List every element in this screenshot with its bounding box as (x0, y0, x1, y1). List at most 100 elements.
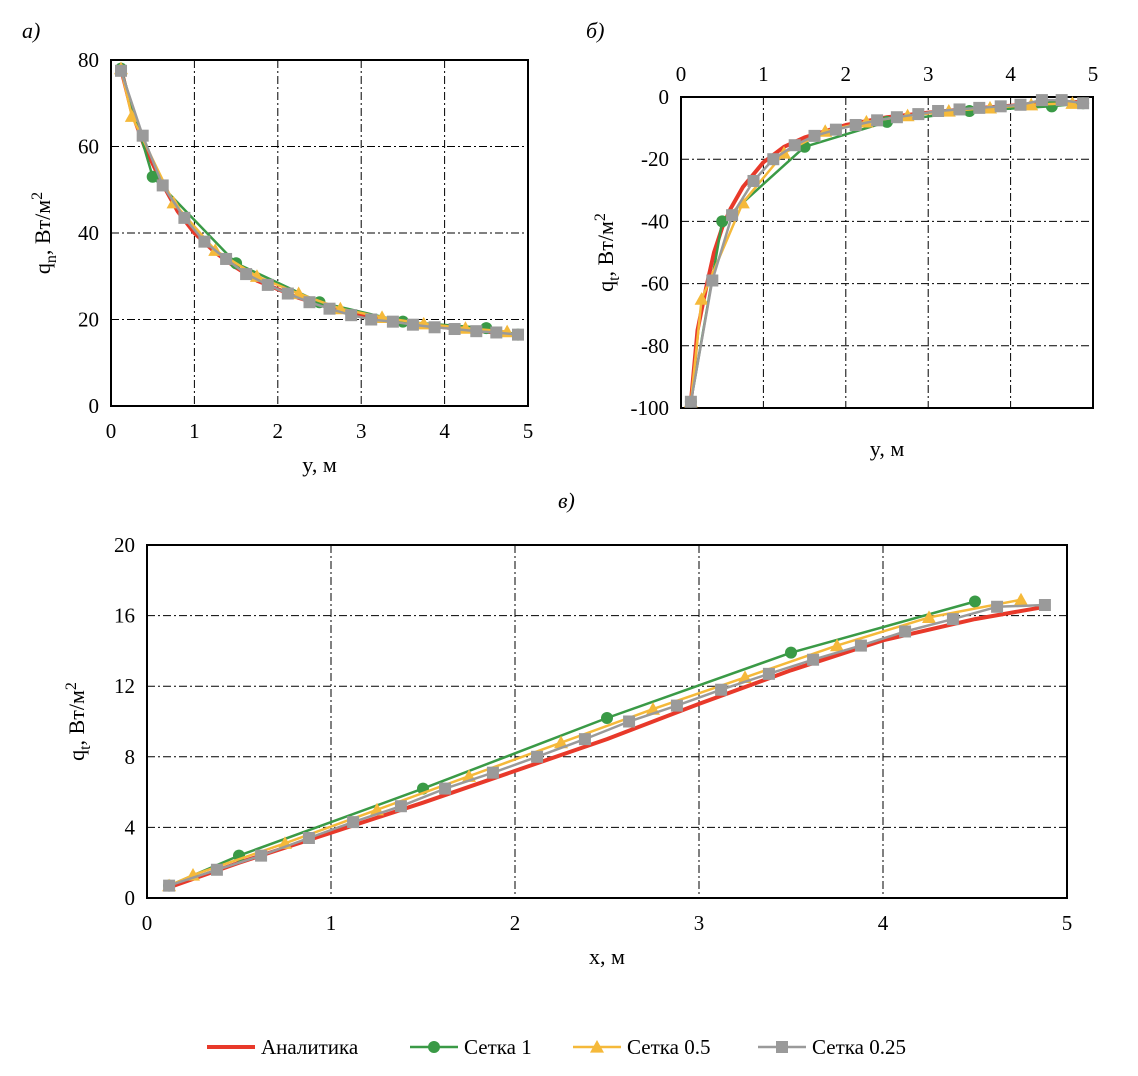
plot-area-frame (680, 96, 1094, 409)
data-point-сетка-0-25 (281, 287, 294, 300)
data-point-сетка-0-5 (1014, 592, 1028, 606)
data-point-сетка-0-25 (428, 321, 441, 334)
series-line-аналитика (167, 604, 1047, 890)
plot-area-frame (146, 544, 1068, 899)
series-line-сетка-0-5 (119, 67, 509, 333)
data-point-сетка-0-25 (953, 103, 966, 116)
x-tick-label: 3 (923, 62, 934, 86)
series-аналитика (167, 604, 1047, 890)
y-tick-label: 0 (659, 85, 670, 109)
data-point-сетка-0-25 (406, 318, 419, 331)
series-line-сетка-0-25 (119, 69, 520, 336)
data-point-сетка-0-25 (829, 123, 842, 136)
data-point-сетка-0-25 (220, 252, 233, 265)
legend-label: Аналитика (261, 1035, 359, 1059)
data-point-сетка-0-25 (470, 325, 483, 338)
data-point-сетка-1 (601, 711, 613, 724)
data-point-сетка-0-25 (394, 800, 407, 813)
data-point-сетка-0-5 (554, 735, 568, 749)
y-axis-title: qt, Вт/м2 (63, 682, 94, 761)
gridlines (147, 545, 1067, 898)
data-point-сетка-0-25 (178, 211, 191, 224)
series-сетка-0-25 (115, 64, 524, 341)
data-point-сетка-0-25 (345, 309, 358, 322)
data-point-сетка-0-25 (198, 235, 211, 248)
data-point-сетка-0-5 (830, 638, 844, 652)
data-point-сетка-0-25 (347, 816, 360, 829)
x-tick-label: 5 (1088, 62, 1099, 86)
legend-entry-сетка-1: Сетка 1 (410, 1035, 532, 1059)
data-point-сетка-0-25 (323, 302, 336, 315)
y-tick-label: 80 (78, 48, 99, 72)
x-tick-label: 5 (1062, 911, 1073, 935)
data-point-сетка-0-25 (890, 111, 903, 124)
panel-label: б) (586, 18, 604, 43)
data-point-сетка-0-25 (973, 101, 986, 114)
x-tick-label: 3 (694, 911, 705, 935)
data-point-сетка-0-25 (486, 766, 499, 779)
data-point-сетка-1 (969, 595, 981, 608)
legend-swatch-marker (428, 1041, 440, 1053)
y-tick-label: -40 (641, 209, 669, 233)
data-point-сетка-0-25 (788, 139, 801, 152)
series-line-аналитика (119, 66, 520, 337)
data-point-сетка-0-25 (1077, 97, 1090, 110)
y-tick-label: 4 (125, 815, 136, 839)
legend-label: Сетка 0.25 (812, 1035, 906, 1059)
data-point-сетка-0-25 (670, 699, 683, 712)
data-point-сетка-0-25 (240, 268, 253, 281)
y-tick-label: 0 (125, 886, 136, 910)
x-tick-label: 1 (758, 62, 769, 86)
gridlines (111, 60, 528, 406)
data-point-сетка-0-25 (1035, 94, 1048, 107)
legend-swatch-marker (776, 1041, 788, 1053)
y-tick-label: 12 (114, 674, 135, 698)
series-line-сетка-1 (167, 600, 977, 887)
data-point-сетка-0-25 (994, 100, 1007, 113)
y-tick-label: -20 (641, 147, 669, 171)
data-point-сетка-0-25 (1038, 599, 1051, 612)
data-point-сетка-0-25 (899, 625, 912, 638)
y-axis-title: qt, Вт/м2 (592, 213, 623, 292)
data-point-сетка-0-25 (623, 715, 636, 728)
data-point-сетка-0-5 (1024, 97, 1039, 111)
chart-panel-2: б) 0 1 2 3 4 5 -100 -80 -60 -40 -20 0 y, м qt, Вт/м2 (586, 18, 1098, 461)
y-tick-label: -100 (631, 396, 670, 420)
legend-label: Сетка 0.5 (627, 1035, 710, 1059)
x-tick-label: 0 (106, 419, 117, 443)
data-point-сетка-0-5 (694, 292, 709, 305)
data-point-сетка-0-25 (1014, 98, 1027, 111)
data-point-сетка-0-25 (303, 296, 316, 309)
chart-panel-1: а) 0 1 2 3 4 5 0 20 40 60 80 y, м qn, Вт/м2 (22, 18, 533, 477)
series-сетка-0-5 (114, 61, 515, 338)
x-tick-label: 0 (676, 62, 687, 86)
series-line-сетка-1 (689, 101, 1085, 404)
data-point-сетка-0-5 (922, 610, 936, 623)
y-tick-label: 16 (114, 604, 135, 628)
data-point-сетка-0-25 (807, 653, 820, 666)
data-point-сетка-0-25 (511, 328, 524, 341)
series-сетка-1 (684, 97, 1090, 408)
data-point-сетка-0-25 (448, 323, 461, 336)
x-tick-label: 2 (510, 911, 521, 935)
series-line-аналитика (688, 99, 1086, 404)
legend-entry-сетка-0-5: Сетка 0.5 (573, 1035, 710, 1059)
legend-label: Сетка 1 (464, 1035, 532, 1059)
data-point-сетка-0-25 (365, 313, 378, 326)
x-axis-title: y, м (870, 436, 905, 461)
series-line-сетка-0-25 (689, 98, 1085, 404)
data-point-сетка-0-25 (871, 114, 884, 127)
legend-entry-сетка-0-25: Сетка 0.25 (758, 1035, 906, 1059)
panel-label: а) (22, 18, 40, 43)
data-point-сетка-0-25 (706, 274, 719, 287)
data-point-сетка-0-25 (578, 733, 591, 746)
x-tick-label: 2 (841, 62, 852, 86)
series-line-сетка-0-25 (167, 603, 1047, 887)
data-point-сетка-0-25 (854, 639, 867, 652)
x-tick-label: 4 (878, 911, 889, 935)
data-point-сетка-0-25 (726, 209, 739, 222)
data-point-сетка-0-25 (163, 879, 176, 892)
series-line-сетка-1 (119, 67, 520, 336)
